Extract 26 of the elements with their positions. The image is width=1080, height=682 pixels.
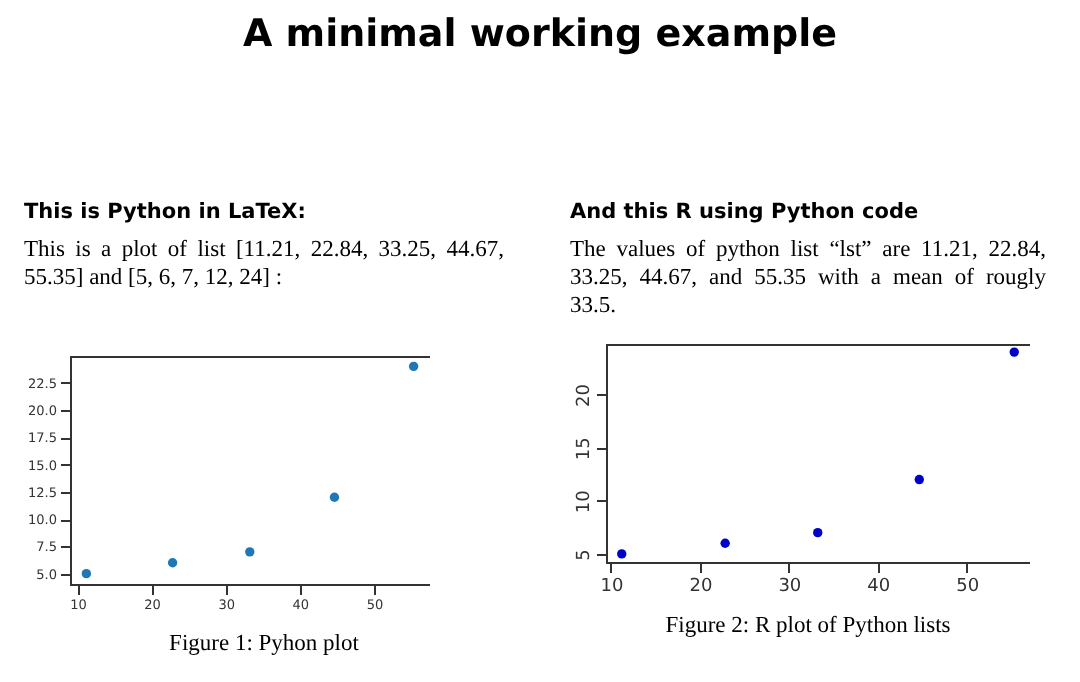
chart-subtitle: This is a plot of list [11.21, 22.84, 33.25, 44.67, 55.35] and [5, 6, 7, 12, 24] : (24, 236, 504, 292)
chart-title: And this R using Python code (570, 200, 921, 224)
point (813, 528, 823, 538)
point (245, 547, 255, 557)
caption: Figure 1: Pyhon plot (167, 632, 361, 656)
point (1009, 347, 1019, 357)
chart-title: This is Python in LaTeX: (24, 200, 308, 224)
point (81, 568, 92, 579)
caption: Figure 2: R plot of Python lists (663, 614, 953, 638)
x-tick-label: 40 (867, 577, 891, 597)
point (720, 538, 730, 548)
x-tick-label: 20 (689, 577, 713, 597)
y-tick-label: 20 (575, 383, 595, 408)
y-tick-label: 10 (575, 489, 595, 514)
x-tick-label: 30 (778, 577, 802, 597)
chart-subtitle: The values of python list “lst” are 11.21, 22.84, 33.25, 44.67, and 55.35 with a mean of rougly 33.5. (570, 236, 1046, 320)
point (617, 549, 627, 559)
point (408, 361, 419, 372)
text: A minimal working example (240, 12, 840, 56)
point (167, 558, 178, 568)
y-tick-label: 15 (575, 437, 595, 461)
y-tick-label: 5 (575, 549, 595, 561)
x-tick-label: 10 (600, 577, 624, 597)
x-tick-label: 50 (956, 577, 980, 597)
point (329, 492, 340, 502)
point (914, 474, 924, 485)
